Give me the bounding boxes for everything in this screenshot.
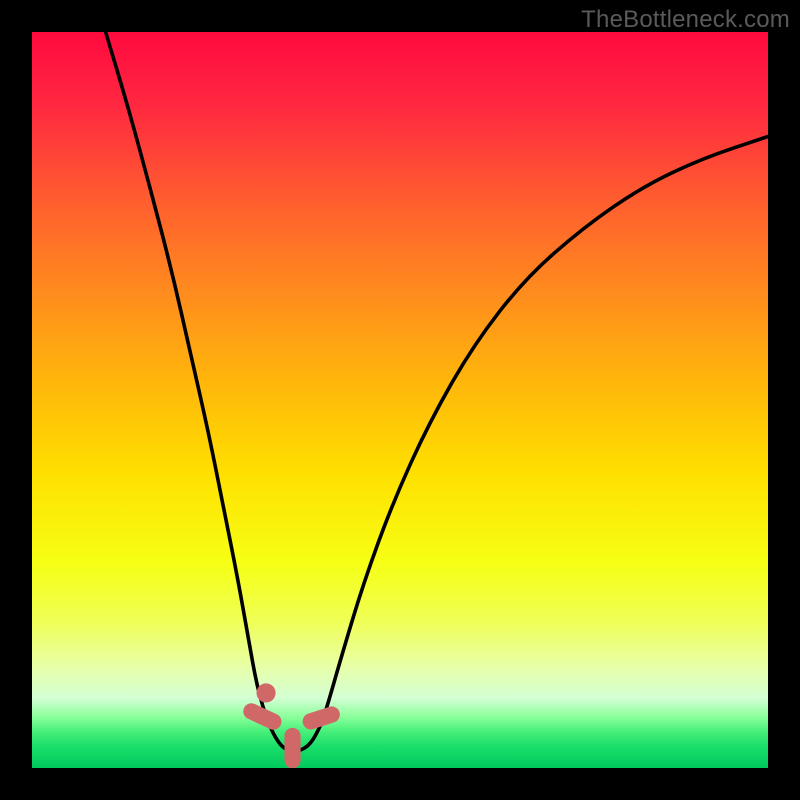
curve-layer <box>32 32 768 768</box>
marker-layer <box>241 683 342 768</box>
marker-pill <box>284 728 300 768</box>
marker-dot <box>256 683 275 702</box>
right-curve <box>321 137 768 726</box>
watermark-text: TheBottleneck.com <box>581 6 790 34</box>
figure-container: TheBottleneck.com <box>0 0 800 800</box>
plot-area <box>32 32 768 768</box>
left-curve <box>106 32 321 751</box>
